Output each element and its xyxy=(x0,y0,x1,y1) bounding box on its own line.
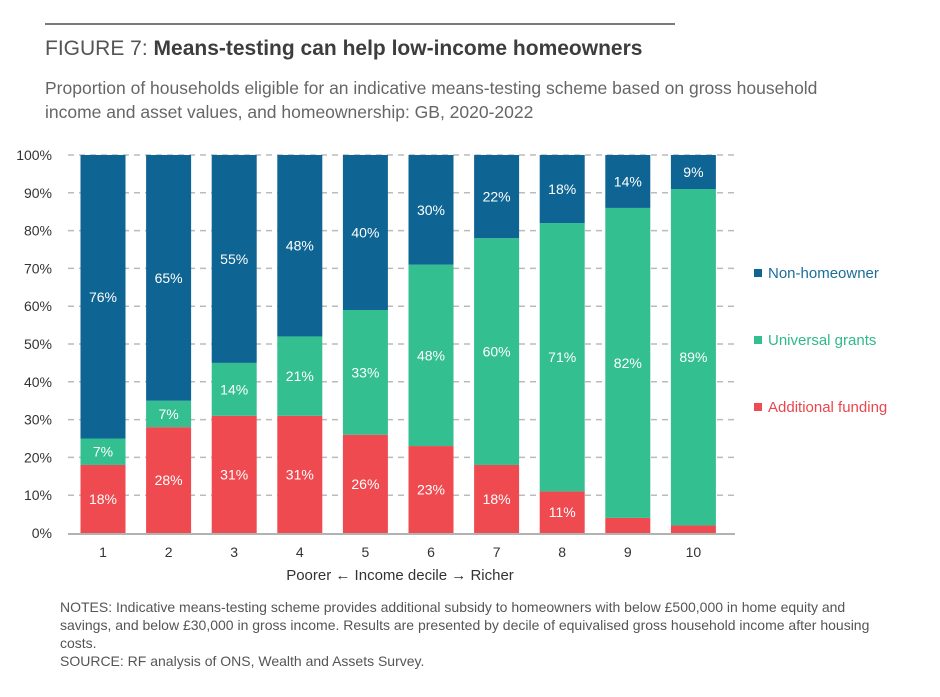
data-label: 82% xyxy=(614,355,642,371)
notes: NOTES: Indicative means-testing scheme p… xyxy=(60,598,900,670)
bar-segment-additional-funding xyxy=(146,427,192,533)
legend-swatch xyxy=(754,403,762,411)
data-label: 11% xyxy=(549,504,576,520)
data-label: 48% xyxy=(286,238,314,254)
data-label: 71% xyxy=(548,349,576,365)
y-tick-label: 30% xyxy=(24,412,52,428)
bar-segment-additional-funding xyxy=(80,464,126,533)
y-tick-label: 70% xyxy=(24,260,52,276)
data-label: 76% xyxy=(89,289,117,305)
bar-segment-additional-funding xyxy=(211,415,257,533)
bar-segment-non-homeowner xyxy=(605,155,651,208)
bar-segment-non-homeowner xyxy=(474,155,520,239)
bar-segment-universal-grants xyxy=(277,336,323,416)
bar-segment-universal-grants xyxy=(146,400,192,428)
bar-segment-additional-funding xyxy=(605,517,651,533)
notes-text: NOTES: Indicative means-testing scheme p… xyxy=(60,599,870,651)
bar-segment-additional-funding xyxy=(539,491,585,533)
data-label: 18% xyxy=(89,491,117,507)
x-tick-label: 3 xyxy=(230,544,238,560)
top-rule xyxy=(45,23,675,25)
data-label: 14% xyxy=(220,381,248,397)
bar-segment-non-homeowner xyxy=(211,155,257,363)
data-label: 18% xyxy=(483,491,511,507)
y-tick-label: 90% xyxy=(24,185,52,201)
y-tick-label: 80% xyxy=(24,223,52,239)
x-tick-label: 9 xyxy=(624,544,632,560)
data-label: 21% xyxy=(286,368,314,384)
x-tick-label: 5 xyxy=(362,544,370,560)
data-label: 89% xyxy=(679,349,707,365)
bar-segment-additional-funding xyxy=(342,434,388,533)
x-tick-label: 1 xyxy=(99,544,107,560)
data-label: 60% xyxy=(483,344,511,360)
chart-title: FIGURE 7: Means-testing can help low-inc… xyxy=(45,37,642,61)
bar-segment-universal-grants xyxy=(80,438,126,465)
y-tick-label: 60% xyxy=(24,298,52,314)
bar-segment-universal-grants xyxy=(342,309,388,435)
bar-segment-universal-grants xyxy=(670,189,716,526)
data-label: 31% xyxy=(286,466,314,482)
bar-segment-additional-funding xyxy=(408,446,454,533)
data-label: 26% xyxy=(351,476,379,492)
legend-label: Non-homeowner xyxy=(768,265,879,282)
chart-subtitle: Proportion of households eligible for an… xyxy=(45,78,818,122)
bar-segment-universal-grants xyxy=(211,362,257,416)
bar-segment-universal-grants xyxy=(539,223,585,492)
data-label: 30% xyxy=(417,202,445,218)
y-tick-label: 50% xyxy=(24,336,52,352)
data-label: 65% xyxy=(155,270,183,286)
y-tick-label: 100% xyxy=(16,147,52,163)
data-label: 7% xyxy=(93,444,113,460)
data-label: 9% xyxy=(683,164,703,180)
source-text: SOURCE: RF analysis of ONS, Wealth and A… xyxy=(60,653,425,669)
data-label: 23% xyxy=(417,482,445,498)
data-label: 28% xyxy=(155,472,183,488)
bar-segment-non-homeowner xyxy=(408,155,454,265)
bar-segment-universal-grants xyxy=(408,264,454,447)
x-tick-label: 7 xyxy=(493,544,501,560)
bar-segment-non-homeowner xyxy=(80,155,126,439)
bar-segment-additional-funding xyxy=(670,525,716,533)
y-tick-label: 0% xyxy=(32,525,52,541)
bar-segment-universal-grants xyxy=(474,238,520,465)
y-tick-label: 10% xyxy=(24,487,52,503)
data-label: 31% xyxy=(220,466,248,482)
data-label: 7% xyxy=(158,406,178,422)
data-label: 48% xyxy=(417,347,445,363)
legend-label: Universal grants xyxy=(768,332,876,349)
data-label: 55% xyxy=(220,251,248,267)
x-tick-label: 4 xyxy=(296,544,304,560)
x-tick-label: 8 xyxy=(558,544,566,560)
x-tick-label: 2 xyxy=(165,544,173,560)
data-label: 22% xyxy=(483,189,511,205)
y-tick-label: 40% xyxy=(24,374,52,390)
bar-segment-additional-funding xyxy=(277,415,323,533)
bar-segment-additional-funding xyxy=(474,464,520,533)
x-tick-label: 6 xyxy=(427,544,435,560)
bar-segment-non-homeowner xyxy=(539,155,585,224)
bar-segment-non-homeowner xyxy=(146,155,192,401)
bar-segment-non-homeowner xyxy=(277,155,323,337)
title-text: Means-testing can help low-income homeow… xyxy=(153,37,643,60)
data-label: 14% xyxy=(614,173,642,189)
data-label: 33% xyxy=(351,364,379,380)
data-label: 40% xyxy=(351,224,379,240)
figure-label: FIGURE 7: xyxy=(45,37,148,60)
legend-swatch xyxy=(754,269,762,277)
legend-swatch xyxy=(754,336,762,344)
bar-segment-non-homeowner xyxy=(342,155,388,310)
x-axis-label: Poorer ← Income decile → Richer xyxy=(286,567,514,584)
bar-segment-universal-grants xyxy=(605,207,651,518)
y-tick-label: 20% xyxy=(24,449,52,465)
x-tick-label: 10 xyxy=(686,544,702,560)
legend-label: Additional funding xyxy=(768,399,887,416)
data-label: 18% xyxy=(548,181,576,197)
bar-segment-non-homeowner xyxy=(670,155,716,190)
